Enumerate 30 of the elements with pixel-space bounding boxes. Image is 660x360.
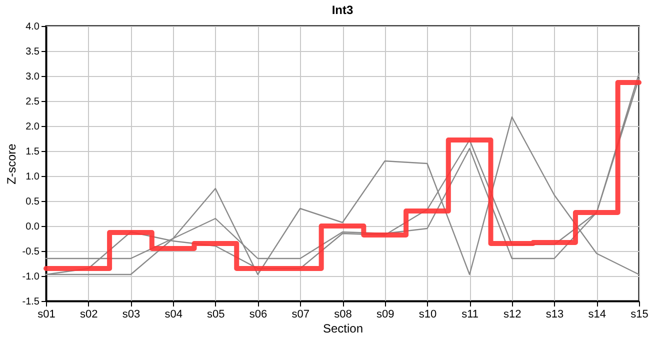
x-axis-title: Section xyxy=(322,322,364,336)
chart-title: Int3 xyxy=(332,3,354,17)
y-tick-label: 2.5 xyxy=(26,96,40,108)
y-tick-label: 2.0 xyxy=(26,122,40,132)
y-tick-label: 1.0 xyxy=(26,172,40,182)
y-axis-title: Z-score xyxy=(4,143,18,184)
x-tick-label: s14 xyxy=(588,308,606,320)
y-tick-label: -0.5 xyxy=(22,246,40,258)
y-tick-label: -1.0 xyxy=(22,272,40,282)
x-tick-label: s15 xyxy=(630,308,648,320)
x-tick-label: s06 xyxy=(249,308,268,320)
x-tick-label: s07 xyxy=(292,308,310,320)
x-tick-label: s03 xyxy=(122,308,140,320)
x-tick-label: s10 xyxy=(418,308,437,320)
y-tick-label: 3.5 xyxy=(26,46,40,58)
x-tick-label: s04 xyxy=(164,308,182,320)
y-tick-label: 4.0 xyxy=(26,22,40,32)
x-tick-label: s11 xyxy=(462,308,479,320)
x-tick-label: s02 xyxy=(80,308,98,320)
y-tick-label: 1.5 xyxy=(26,146,40,158)
x-tick-label: s09 xyxy=(376,308,394,320)
x-tick-label: s12 xyxy=(504,308,522,320)
y-tick-label: 3.0 xyxy=(26,72,40,82)
y-tick-label: 0.5 xyxy=(26,196,40,208)
x-tick-label: s05 xyxy=(207,308,225,320)
y-tick-label: -1.5 xyxy=(22,296,40,308)
x-tick-label: s08 xyxy=(334,308,352,320)
x-tick-label: s01 xyxy=(38,308,56,320)
y-tick-label: 0.0 xyxy=(26,222,40,232)
x-tick-label: s13 xyxy=(546,308,564,320)
